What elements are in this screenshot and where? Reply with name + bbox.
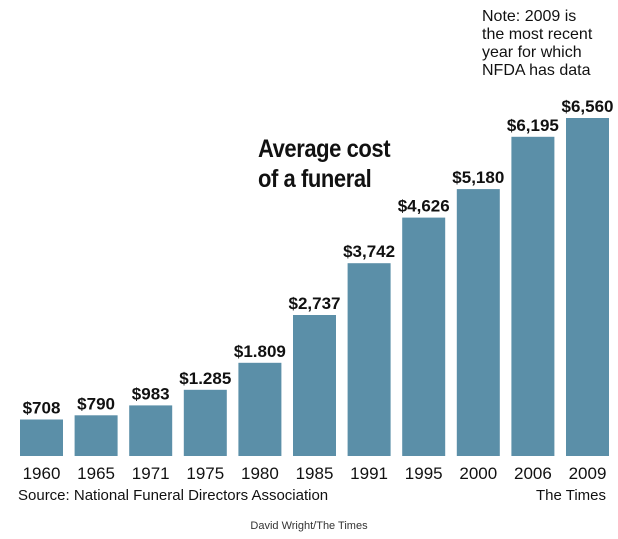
bar-1980 xyxy=(238,362,282,456)
value-label-2009: $6,560 xyxy=(562,97,614,116)
bar-1995 xyxy=(402,217,446,456)
bar-1965 xyxy=(74,415,118,456)
note-line-3: year for which xyxy=(482,44,582,61)
bar-1985 xyxy=(293,315,336,456)
value-label-1965: $790 xyxy=(77,394,115,413)
chart-title: Average cost of a funeral xyxy=(258,134,391,194)
value-label-1960: $708 xyxy=(23,399,61,418)
category-label-1975: 1975 xyxy=(186,464,224,483)
value-label-1975: $1.285 xyxy=(179,369,231,388)
category-label-1960: 1960 xyxy=(23,464,61,483)
category-label-1965: 1965 xyxy=(77,464,115,483)
source-note: Source: National Funeral Directors Assoc… xyxy=(18,487,329,504)
bar-2006 xyxy=(511,136,555,457)
publication-name: The Times xyxy=(535,487,606,504)
bar-2000 xyxy=(456,189,500,456)
chart-note: Note: 2009 is the most recent year for w… xyxy=(482,8,612,80)
value-label-1971: $983 xyxy=(132,384,170,403)
chart-title-line-1: Average cost xyxy=(258,135,391,163)
bar-1975 xyxy=(183,389,227,456)
category-label-1985: 1985 xyxy=(296,464,334,483)
category-label-1980: 1980 xyxy=(241,464,279,483)
note-line-2: the most recent xyxy=(482,26,593,43)
category-label-2006: 2006 xyxy=(514,464,552,483)
bar-2009 xyxy=(566,118,609,456)
chart-title-line-2: of a funeral xyxy=(258,165,372,193)
bar-1971 xyxy=(129,405,173,456)
value-label-2000: $5,180 xyxy=(452,168,504,187)
note-line-4: NFDA has data xyxy=(482,62,591,79)
value-label-1980: $1.809 xyxy=(234,342,286,361)
category-label-2000: 2000 xyxy=(459,464,497,483)
value-label-1991: $3,742 xyxy=(343,242,395,261)
bar-1960 xyxy=(20,419,63,456)
category-label-1995: 1995 xyxy=(405,464,443,483)
value-label-1985: $2,737 xyxy=(289,294,341,313)
bar-1991 xyxy=(347,263,391,456)
value-label-2006: $6,195 xyxy=(507,116,559,135)
value-label-1995: $4,626 xyxy=(398,197,450,216)
note-line-1: Note: 2009 is xyxy=(482,8,577,25)
graphic-credit: David Wright/The Times xyxy=(250,520,368,532)
category-label-1991: 1991 xyxy=(350,464,388,483)
category-label-1971: 1971 xyxy=(132,464,170,483)
category-label-2009: 2009 xyxy=(569,464,607,483)
